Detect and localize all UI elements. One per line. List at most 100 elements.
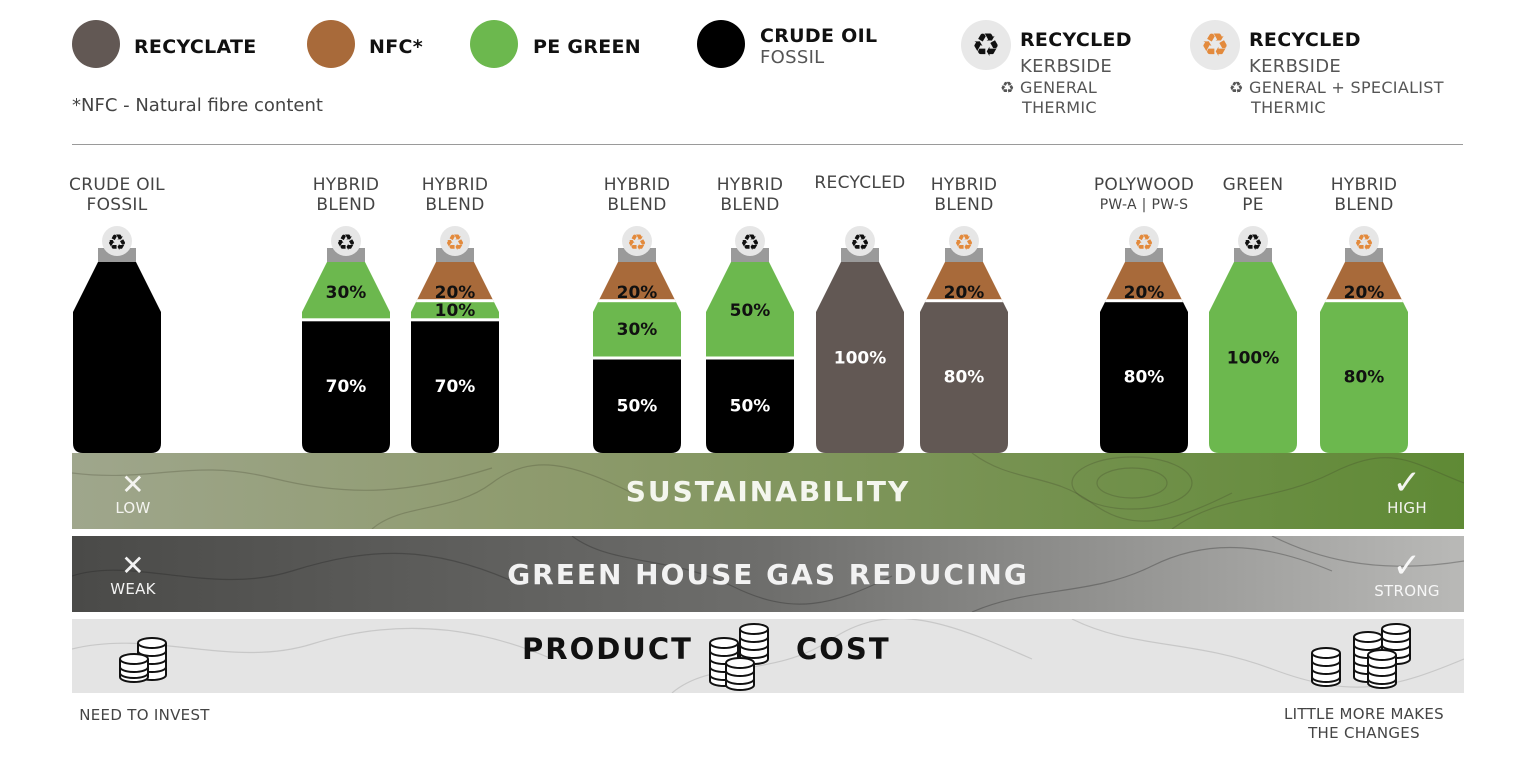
cost-high-caption-line1: LITTLE MORE MAKES	[1284, 705, 1444, 723]
recycle-orange-icon: ♻	[954, 231, 974, 256]
bottle-label-line2: BLEND	[316, 195, 376, 215]
cross-icon: ✕	[121, 468, 145, 501]
bottle-layer-pe-green	[1209, 262, 1297, 453]
bottle-layer-percent: 20%	[944, 283, 985, 303]
legend-recyclate-swatch	[72, 20, 120, 68]
bottle-layer-crude-oil	[706, 357, 794, 453]
bottle-label-line1: CRUDE OIL	[69, 175, 165, 195]
bottle-label-line1: HYBRID	[1330, 175, 1398, 195]
ghg-gradient	[72, 536, 1464, 612]
bottle-layer-percent: 20%	[435, 283, 476, 303]
bottle-layer-recyclate	[816, 262, 904, 453]
bottle-cap-top	[331, 226, 361, 256]
legend-crude-oil-swatch	[697, 20, 745, 68]
svg-text:♻: ♻	[1201, 26, 1230, 64]
legend-nfc-swatch	[307, 20, 355, 68]
bottle-layer-percent: 20%	[617, 283, 658, 303]
layer-divider	[1100, 299, 1188, 303]
recycle-black-icon: ♻	[336, 231, 356, 256]
bottle-label-line1: GREEN	[1222, 175, 1284, 195]
bottle-label-line1: HYBRID	[421, 175, 489, 195]
bottle: ♻ 20% 80%	[1100, 226, 1188, 453]
bottle-layer-crude-oil	[1100, 300, 1188, 453]
cost-title-right: COST	[796, 632, 891, 666]
recycle-black-icon: ♻	[961, 20, 1011, 70]
legend-recycled-general-sub: KERBSIDE	[1020, 56, 1113, 77]
legend-pe-green-swatch	[470, 20, 518, 68]
bottle-cap-top	[845, 226, 875, 256]
legend-recycled-specialist-sub: KERBSIDE	[1249, 56, 1342, 77]
layer-divider	[302, 318, 390, 322]
bottle-label: HYBRID BLEND	[1294, 175, 1434, 215]
ghg-low-label: WEAK	[110, 580, 156, 598]
bottle-label: POLYWOOD PW-A | PW-S	[1074, 175, 1214, 215]
bottle-layer-percent: 50%	[730, 301, 771, 321]
bottle-label-line2: BLEND	[607, 195, 667, 215]
ghg-low: ✕ WEAK	[88, 549, 178, 599]
bottle: ♻ 20% 80%	[920, 226, 1008, 453]
sustainability-high: ✓ HIGH	[1362, 466, 1452, 517]
bottle-label: HYBRID BLEND	[567, 175, 707, 215]
legend-crude-oil-sub: FOSSIL	[760, 47, 825, 68]
bottle-cap-top	[1238, 226, 1268, 256]
bottle-layer-percent: 10%	[435, 301, 476, 321]
bottle-label: GREEN PE	[1183, 175, 1323, 215]
coins-icon	[1311, 623, 1411, 689]
bottle-cap-top	[1129, 226, 1159, 256]
bottle-label-line2: BLEND	[1334, 195, 1394, 215]
bottle: ♻ 20% 80%	[1320, 226, 1408, 453]
cross-icon: ✕	[121, 549, 145, 582]
layer-divider	[706, 356, 794, 360]
legend-crude-oil-label: CRUDE OIL	[760, 25, 878, 47]
bottle-label: HYBRID BLEND	[276, 175, 416, 215]
bottle-layer-percent: 50%	[730, 396, 771, 416]
ghg-band: GREEN HOUSE GAS REDUCING ✕ WEAK ✓ STRONG	[72, 536, 1464, 612]
bottle-label-line2: PE	[1242, 195, 1264, 215]
bottle-label-line1: HYBRID	[930, 175, 998, 195]
divider	[72, 144, 1463, 145]
ghg-high-label: STRONG	[1374, 582, 1440, 600]
legend-recycled-general-sub3: THERMIC	[1022, 98, 1097, 117]
nfc-footnote: *NFC - Natural fibre content	[72, 95, 323, 116]
legend-recycled-general-sub2: ♻ GENERAL	[1000, 78, 1098, 97]
bottle-label-line1: POLYWOOD	[1093, 175, 1195, 195]
ghg-title: GREEN HOUSE GAS REDUCING	[507, 558, 1029, 591]
legend-recyclate-label: RECYCLATE	[134, 36, 257, 58]
sustainability-low-label: LOW	[115, 499, 151, 517]
bottle-label-line1: HYBRID	[603, 175, 671, 195]
recycle-orange-icon: ♻	[1354, 231, 1374, 256]
bottle-layer-percent: 30%	[326, 283, 367, 303]
bottle-label-sub: PW-A | PW-S	[1099, 197, 1189, 213]
legend-recycled-general-label: RECYCLED	[1020, 29, 1132, 51]
coins-icon	[119, 637, 167, 683]
bottle-layer-pe-green	[411, 300, 499, 320]
bottle-layer-percent: 80%	[944, 368, 985, 388]
sustainability-gradient	[72, 453, 1464, 529]
recycle-orange-icon: ♻	[445, 231, 465, 256]
bottle: ♻ 20% 30% 50%	[593, 226, 681, 453]
svg-text:♻: ♻	[972, 26, 1001, 64]
bottle-layer-crude-oil	[593, 357, 681, 453]
bottle-label-line2: FOSSIL	[86, 195, 148, 215]
layer-divider	[593, 299, 681, 303]
bottle-cap-top	[949, 226, 979, 256]
bottle-cap-top	[102, 226, 132, 256]
recycle-black-icon: ♻	[850, 231, 870, 256]
bottle-layer-crude-oil	[411, 319, 499, 453]
bottle-layer-crude-oil	[302, 319, 390, 453]
bottle-label-line2: BLEND	[720, 195, 780, 215]
bottle-layer-percent: 80%	[1344, 368, 1385, 388]
bottle-layer-percent: 100%	[1227, 349, 1280, 369]
cost-low-caption: NEED TO INVEST	[79, 706, 210, 724]
bottle-layer-percent: 70%	[435, 377, 476, 397]
bottle-label: HYBRID BLEND	[385, 175, 525, 215]
recycle-black-icon: ♻	[740, 231, 760, 256]
bottle-label: CRUDE OIL FOSSIL	[47, 175, 187, 215]
sustainability-low: ✕ LOW	[88, 468, 178, 518]
bottle-layer-percent: 70%	[326, 377, 367, 397]
cost-title-left: PRODUCT	[522, 632, 693, 666]
bottle-layer-pe-green	[593, 300, 681, 358]
bottle-layer-crude-oil	[73, 262, 161, 453]
bottle-label-line2: BLEND	[934, 195, 994, 215]
sustainability-high-label: HIGH	[1387, 499, 1427, 517]
